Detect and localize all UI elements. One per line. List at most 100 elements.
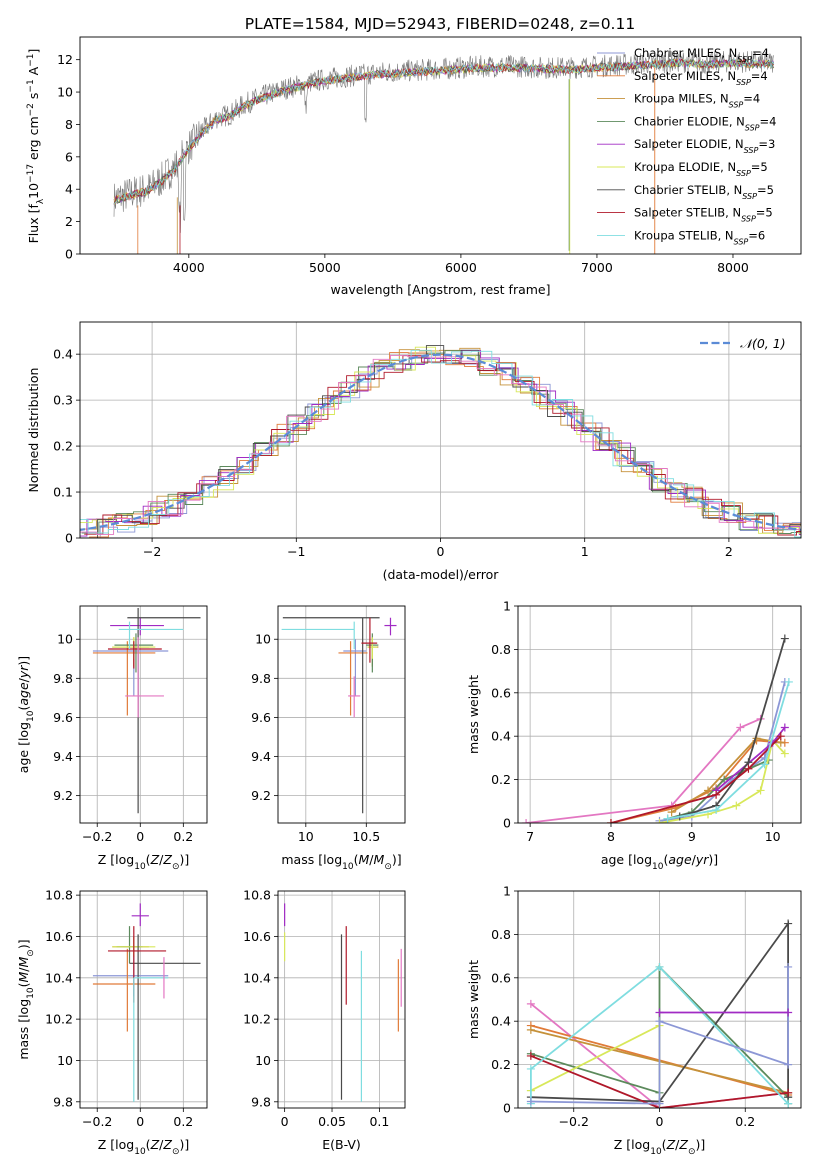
x-axis-label: age [log10(age/yr)]: [601, 852, 718, 872]
series-marker: [526, 1025, 535, 1034]
x-axis-label: Z [log10(Z/Z⊙)]: [98, 852, 190, 872]
x-tick-label: 1: [581, 544, 589, 559]
series-marker: [712, 790, 721, 799]
x-axis-label: E(B-V): [322, 1137, 361, 1152]
axes-frame: [517, 890, 802, 1109]
errorbar-point: [92, 641, 156, 716]
x-tick-label: 0.2: [173, 1114, 193, 1129]
series-marker: [606, 819, 615, 823]
errorbar-point: [281, 621, 355, 650]
series-marker: [776, 732, 785, 741]
y-tick-label: 0.4: [491, 729, 511, 744]
y-axis-label: Flux [fλ10−17 erg cm−2 s−1 A−1]: [26, 49, 46, 244]
series-marker: [784, 1088, 793, 1097]
x-tick-label: −1: [287, 544, 305, 559]
axes-frame: [79, 605, 208, 824]
model-spectrum-line: [113, 58, 775, 205]
plot-area-mass-vs-Z: [92, 903, 201, 1102]
x-tick-label: 6000: [445, 260, 477, 275]
series-line: [530, 965, 789, 1105]
legend-entry: Kroupa MILES, NSSP=4: [634, 92, 760, 110]
y-axis-label: mass [log10(M/M⊙)]: [16, 939, 36, 1059]
x-tick-label: 10: [298, 829, 314, 844]
x-tick-label: 2: [725, 544, 733, 559]
series-marker: [732, 801, 741, 810]
y-tick-label: 10.2: [45, 1012, 73, 1027]
y-tick-label: 9.6: [53, 710, 73, 725]
x-tick-label: 8: [607, 829, 615, 844]
series-marker: [784, 919, 793, 928]
errorbar-point: [361, 617, 378, 663]
y-tick-label: 0.8: [491, 927, 511, 942]
y-tick-label: 6: [65, 149, 73, 164]
x-axis-label: Z [log10(Z/Z⊙)]: [614, 1137, 706, 1157]
y-tick-label: 9.8: [53, 1094, 73, 1109]
plot-area-mass-vs-ebv: [284, 903, 402, 1102]
plot-area-age-vs-mass: [281, 617, 397, 814]
series-marker: [744, 764, 753, 773]
y-axis-label: mass weight: [466, 675, 481, 754]
legend: Chabrier MILES, NSSP=4 Salpeter MILES, NS…: [597, 46, 776, 246]
y-tick-label: 10: [57, 85, 73, 100]
y-tick-label: 9.2: [53, 788, 73, 803]
series-marker: [784, 1008, 793, 1017]
y-tick-label: 9.4: [53, 749, 73, 764]
x-tick-label: 0.1: [369, 1114, 389, 1129]
residual-histogram-step: [80, 349, 801, 537]
series-marker: [784, 1060, 793, 1069]
model-spectrum-line: [113, 58, 775, 205]
series-marker: [712, 805, 721, 814]
legend-entry: Chabrier MILES, NSSP=4: [634, 46, 769, 64]
panel-sfh-Z: −0.2 0 0.2 0 0.2 0.4 0.6 0.8 1 Z [log10(Z/Z⊙)] mas…: [466, 884, 802, 1157]
x-tick-label: −2: [143, 544, 161, 559]
series-line: [667, 681, 790, 820]
series-marker: [667, 808, 676, 817]
series-line: [530, 1055, 789, 1108]
y-tick-label: 1: [503, 884, 511, 899]
y-tick-label: 12: [57, 52, 73, 67]
y-tick-label: 10.8: [45, 888, 73, 903]
x-axis-label: wavelength [Angstrom, rest frame]: [330, 282, 550, 297]
panel-age-vs-mass: 10 10.5 9.2 9.4 9.6 9.8 10 mass [log10(M/M⊙)]: [251, 605, 406, 872]
series-line: [679, 638, 786, 818]
x-axis-label: Z [log10(Z/Z⊙)]: [98, 1137, 190, 1157]
errorbar-point: [118, 621, 184, 650]
series-marker: [756, 786, 765, 795]
x-tick-label: 8000: [717, 260, 749, 275]
legend-entry: Chabrier ELODIE, NSSP=4: [634, 114, 776, 131]
errorbar-point: [125, 637, 164, 718]
axes-frame: [79, 36, 802, 255]
x-tick-label: 10.5: [352, 829, 380, 844]
y-tick-label: 10.2: [243, 1012, 271, 1027]
y-tick-label: 0.4: [491, 1014, 511, 1029]
errorbar-point: [348, 676, 361, 718]
y-tick-label: 9.2: [251, 788, 271, 803]
y-axis-label: Normed distribution: [26, 368, 41, 493]
legend-entry: Kroupa ELODIE, NSSP=5: [634, 160, 768, 178]
series-marker: [760, 760, 769, 769]
x-tick-label: 0.05: [318, 1114, 346, 1129]
series-marker: [655, 1017, 664, 1026]
x-tick-label: 0: [281, 1114, 289, 1129]
plot-area-spectrum: [113, 50, 775, 254]
errorbar-point: [92, 948, 156, 1032]
errorbar-point: [384, 617, 397, 636]
legend-entry: Chabrier STELIB, NSSP=5: [634, 183, 774, 201]
y-tick-label: 0: [503, 1101, 511, 1116]
residual-histogram-step: [80, 352, 801, 538]
series-marker: [655, 1008, 664, 1017]
y-tick-label: 10: [255, 1053, 271, 1068]
x-tick-label: 9: [688, 829, 696, 844]
x-tick-label: 0: [136, 1114, 144, 1129]
figure-title: PLATE=1584, MJD=52943, FIBERID=0248, z=0…: [245, 15, 635, 33]
x-tick-label: 10: [765, 829, 781, 844]
y-tick-label: 1: [503, 599, 511, 614]
y-tick-label: 0.4: [53, 347, 73, 362]
series-marker: [720, 775, 729, 784]
axes-frame: [79, 890, 208, 1109]
panel-age-vs-Z: −0.2 0 0.2 9.2 9.4 9.6 9.8 10 Z [log10(Z/Z⊙)] age…: [16, 605, 208, 872]
series-marker: [526, 1097, 535, 1106]
x-axis-label: mass [log10(M/M⊙)]: [281, 852, 401, 872]
panel-mass-vs-Z: −0.2 0 0.2 9.8 10 10.2 10.4 10.6 10.8 Z [log10(Z/…: [16, 888, 208, 1157]
y-tick-label: 10.6: [243, 929, 271, 944]
